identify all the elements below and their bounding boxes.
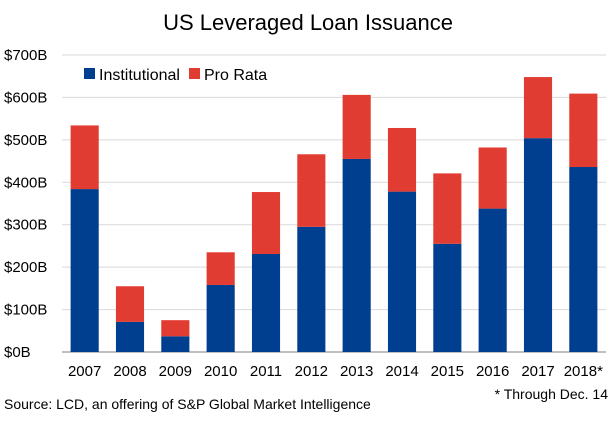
bar-institutional-2012 <box>297 226 326 352</box>
x-tick-label: 2017 <box>521 363 554 380</box>
bar-institutional-2011 <box>251 253 281 352</box>
bar-institutional-2009 <box>161 336 190 352</box>
bar-pro-rata-2018 <box>569 93 598 168</box>
bar-institutional-2014 <box>387 191 417 352</box>
bar-pro-rata-2009 <box>161 320 190 337</box>
bar-pro-rata-2011 <box>251 192 281 254</box>
x-tick-label: 2015 <box>431 363 464 380</box>
y-tick-label: $600B <box>4 89 47 106</box>
x-tick-label: 2018* <box>564 363 603 380</box>
bar-pro-rata-2015 <box>433 173 462 244</box>
bar-institutional-2010 <box>206 284 235 352</box>
x-axis-tick-labels: 2007 2008 2009 2010 2011 2012 2013 2014 2015 2016… <box>68 363 603 380</box>
legend-swatch-pro-rata <box>189 68 200 79</box>
bar-pro-rata-2017 <box>523 77 553 139</box>
legend: Institutional Pro Rata <box>84 67 267 84</box>
x-tick-label: 2016 <box>476 363 509 380</box>
bar-pro-rata-2014 <box>387 127 417 192</box>
bar-pro-rata-2010 <box>206 252 235 285</box>
bar-pro-rata-2007 <box>70 125 99 190</box>
source-note: Source: LCD, an offering of S&P Global M… <box>4 396 371 412</box>
legend-swatch-institutional <box>84 68 95 79</box>
x-tick-label: 2012 <box>295 363 328 380</box>
y-tick-label: $200B <box>4 259 47 276</box>
y-tick-label: $100B <box>4 302 47 319</box>
y-axis-tick-labels: $0B $100B $200B $300B $400B $500B $600B $700B <box>4 47 47 361</box>
bars <box>70 77 598 352</box>
x-tick-label: 2008 <box>113 363 146 380</box>
legend-label-institutional: Institutional <box>99 67 180 84</box>
bar-pro-rata-2012 <box>297 154 326 227</box>
y-tick-label: $300B <box>4 217 47 234</box>
x-tick-label: 2014 <box>385 363 418 380</box>
y-tick-label: $0B <box>4 344 31 361</box>
bar-institutional-2016 <box>478 208 507 352</box>
y-tick-label: $500B <box>4 132 47 149</box>
bar-pro-rata-2016 <box>478 147 507 209</box>
y-tick-label: $700B <box>4 47 47 64</box>
x-tick-label: 2007 <box>68 363 101 380</box>
x-tick-label: 2013 <box>340 363 373 380</box>
bar-pro-rata-2013 <box>342 94 371 159</box>
bar-institutional-2008 <box>115 321 145 352</box>
bar-institutional-2013 <box>342 158 371 352</box>
y-tick-label: $400B <box>4 174 47 191</box>
gridlines <box>62 54 606 353</box>
date-footnote: * Through Dec. 14 <box>495 386 609 402</box>
x-tick-label: 2009 <box>159 363 192 380</box>
bar-institutional-2007 <box>70 189 99 352</box>
chart-title: US Leveraged Loan Issuance <box>163 10 453 35</box>
x-tick-label: 2010 <box>204 363 237 380</box>
bar-pro-rata-2008 <box>115 286 145 322</box>
bar-institutional-2018 <box>569 167 598 352</box>
bar-institutional-2015 <box>433 243 462 352</box>
legend-label-pro-rata: Pro Rata <box>204 67 267 84</box>
bar-institutional-2017 <box>523 138 553 352</box>
x-tick-label: 2011 <box>250 363 282 380</box>
